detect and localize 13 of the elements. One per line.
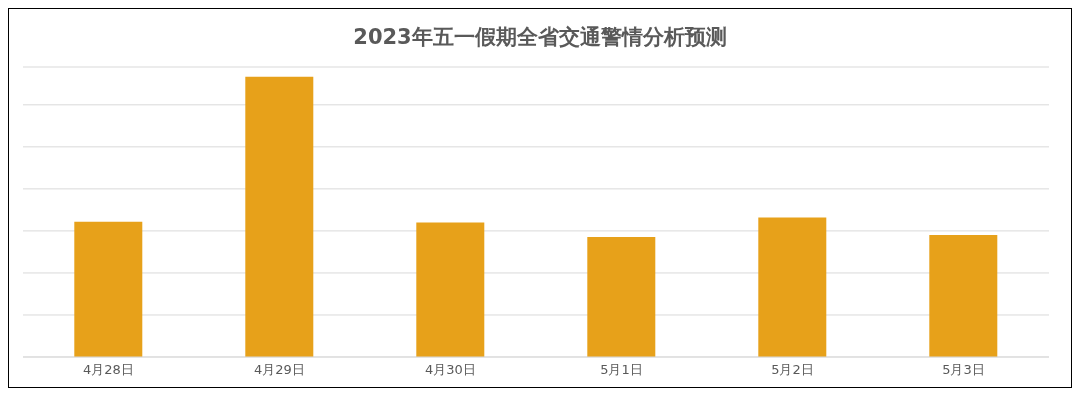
x-tick-label: 4月28日 bbox=[83, 362, 134, 378]
bar bbox=[929, 235, 998, 357]
x-tick-label: 5月1日 bbox=[600, 362, 643, 378]
x-tick-label: 4月30日 bbox=[425, 362, 476, 378]
bar bbox=[245, 76, 314, 357]
x-tick-label: 5月3日 bbox=[942, 362, 985, 378]
bar bbox=[74, 221, 143, 357]
bar bbox=[587, 237, 656, 357]
x-tick-label: 4月29日 bbox=[254, 362, 305, 378]
chart-title: 2023年五一假期全省交通警情分析预测 bbox=[352, 24, 728, 51]
bar bbox=[758, 217, 827, 357]
bar bbox=[416, 222, 485, 357]
x-tick-label: 5月2日 bbox=[771, 362, 814, 378]
